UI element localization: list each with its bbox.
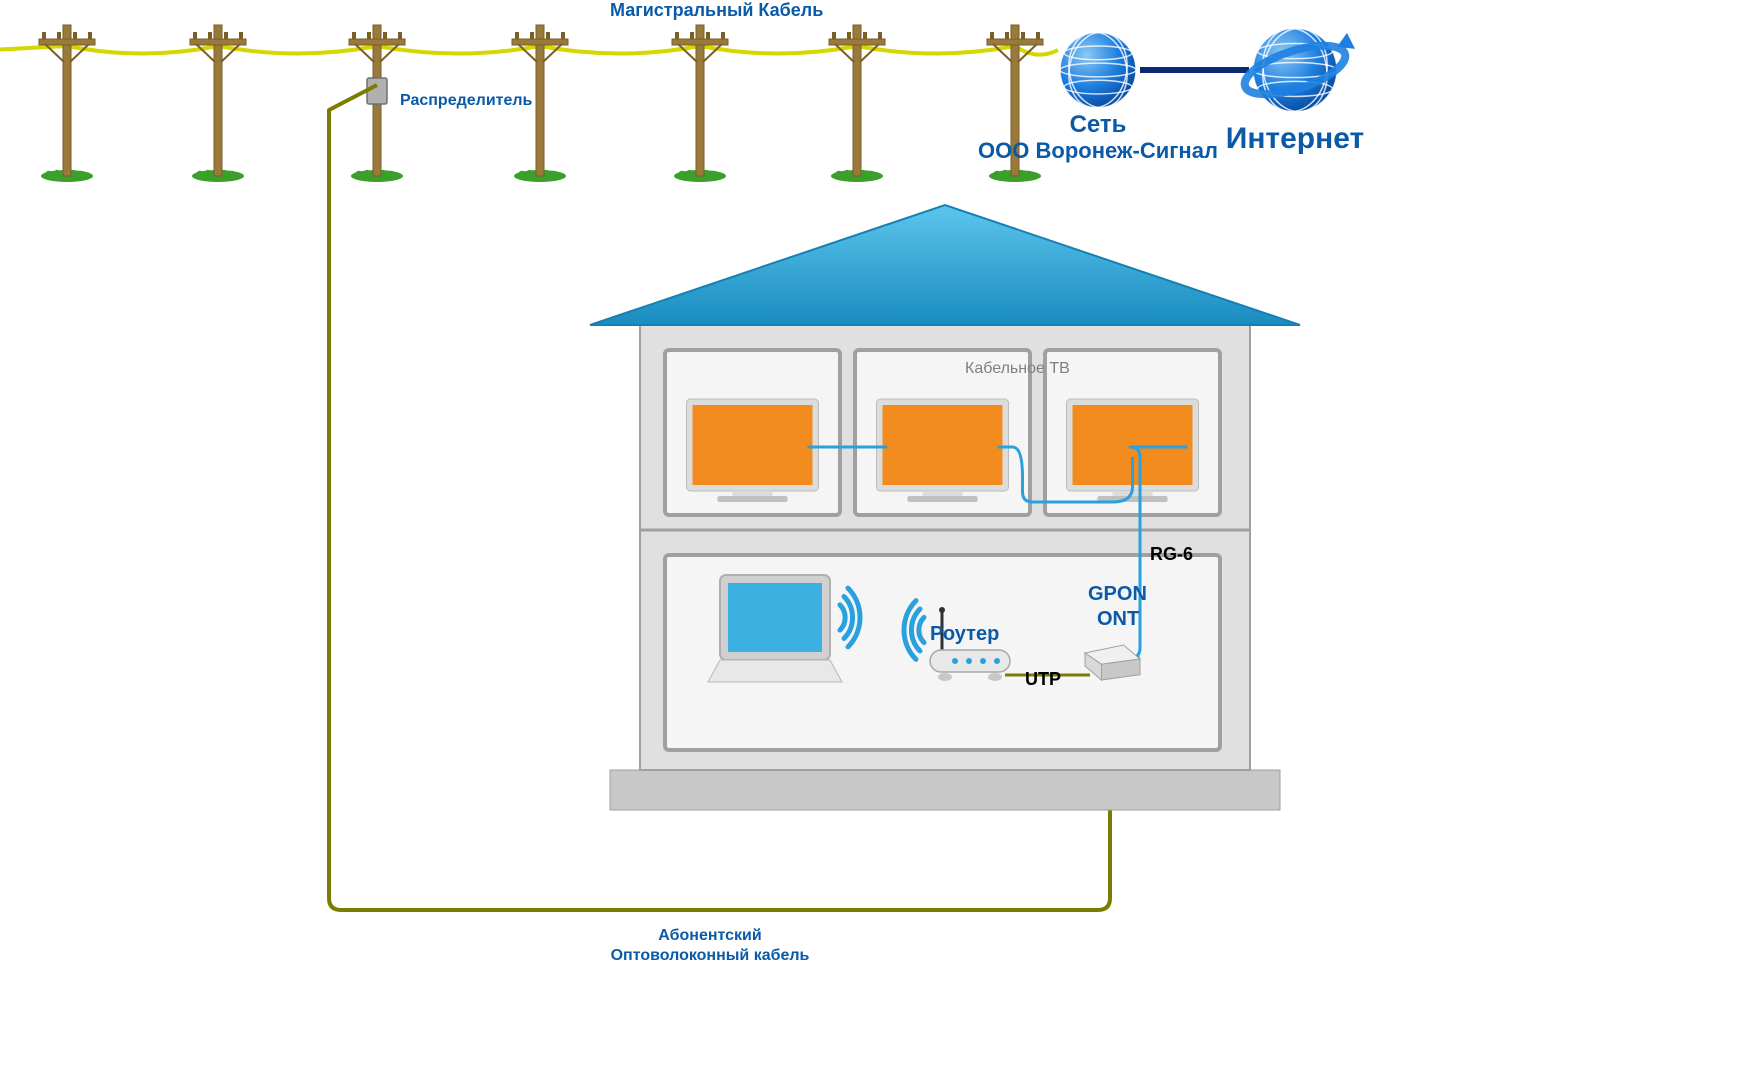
label-utp: UTP — [1025, 669, 1061, 689]
label-router: Роутер — [930, 623, 999, 645]
tv-1 — [877, 399, 1009, 502]
internet-globe-icon — [1239, 22, 1355, 117]
label-network_l1: Сеть — [1070, 111, 1127, 138]
distributor-box — [367, 78, 387, 104]
label-internet: Интернет — [1226, 122, 1365, 155]
label-ont: ONT — [1097, 608, 1139, 630]
label-sub_l1: Абонентский — [658, 927, 761, 944]
label-rg6: RG-6 — [1150, 544, 1193, 564]
label-network_l2: ООО Воронеж-Сигнал — [978, 138, 1218, 163]
label-sub_l2: Оптоволоконный кабель — [611, 947, 810, 964]
label-gpon: GPON — [1088, 583, 1147, 605]
network-globe-icon — [1060, 27, 1136, 113]
label-distributor: Распределитель — [400, 92, 533, 109]
label-trunk_cable: Магистральный Кабель — [610, 0, 823, 20]
label-cable_tv: Кабельное ТВ — [965, 360, 1070, 377]
network-diagram: Магистральный Кабель Распределитель СетьОО… — [0, 0, 1755, 1067]
tv-0 — [687, 399, 819, 502]
house — [590, 205, 1300, 810]
